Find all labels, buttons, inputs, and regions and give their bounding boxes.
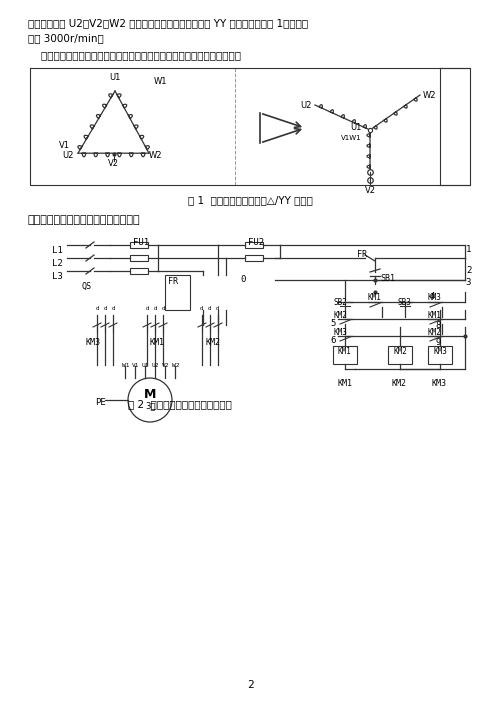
Text: d: d [161, 306, 165, 311]
Text: 5: 5 [330, 319, 336, 328]
Text: SB1: SB1 [380, 274, 395, 283]
Text: d: d [95, 306, 99, 311]
Text: 4: 4 [430, 292, 436, 301]
Text: 9: 9 [435, 338, 440, 347]
Text: KM2: KM2 [392, 379, 407, 388]
Text: V2: V2 [364, 186, 376, 195]
Text: W2: W2 [172, 363, 180, 368]
Text: KM2: KM2 [427, 328, 441, 337]
FancyBboxPatch shape [388, 346, 412, 364]
Text: KM3: KM3 [333, 328, 347, 337]
Text: 外三个出线端 U2、V2、W2 上，这时电动机定子绕组接成 YY 形，磁极对数为 1，同步转: 外三个出线端 U2、V2、W2 上，这时电动机定子绕组接成 YY 形，磁极对数为… [28, 18, 308, 28]
FancyBboxPatch shape [428, 346, 452, 364]
Text: V1W1: V1W1 [342, 135, 362, 141]
Text: SB2: SB2 [333, 298, 347, 307]
Text: 6: 6 [330, 336, 336, 345]
Text: KM1: KM1 [427, 311, 441, 320]
Text: KM2: KM2 [393, 347, 407, 356]
FancyBboxPatch shape [245, 242, 263, 248]
Text: L1: L1 [52, 246, 63, 255]
Text: PE: PE [95, 398, 106, 407]
FancyBboxPatch shape [130, 242, 148, 248]
FancyBboxPatch shape [333, 346, 357, 364]
Text: KM1: KM1 [338, 347, 352, 356]
Text: d: d [111, 306, 115, 311]
Text: 2: 2 [466, 266, 471, 275]
Text: L3: L3 [52, 272, 63, 281]
Text: V1: V1 [59, 140, 70, 150]
Text: KM1: KM1 [337, 379, 352, 388]
Text: d: d [145, 306, 149, 311]
Text: 0: 0 [240, 275, 246, 284]
Text: U1: U1 [350, 124, 362, 133]
Text: KM2: KM2 [205, 338, 220, 347]
Text: FU2: FU2 [248, 238, 264, 247]
FancyBboxPatch shape [245, 255, 263, 261]
FancyBboxPatch shape [165, 275, 190, 310]
Text: SB3: SB3 [397, 298, 411, 307]
Text: KM2: KM2 [333, 311, 347, 320]
Text: d: d [216, 306, 220, 311]
Text: d: d [208, 306, 212, 311]
Text: 3～: 3～ [145, 402, 155, 410]
Text: KM1: KM1 [150, 338, 165, 347]
Text: W1: W1 [122, 363, 130, 368]
Text: M: M [144, 388, 156, 402]
Text: QS: QS [82, 282, 92, 291]
Text: U2: U2 [300, 100, 312, 109]
Text: W2: W2 [148, 150, 162, 160]
Text: 图 1  双速电动机定子绕组△/YY 接线图: 图 1 双速电动机定子绕组△/YY 接线图 [188, 195, 312, 205]
Text: 注意：接法改变时，必须保证相序一致，以保证电动机的旋转方向不变。: 注意：接法改变时，必须保证相序一致，以保证电动机的旋转方向不变。 [28, 50, 241, 60]
Text: 二、双速异步电动机控制线路工作原理: 二、双速异步电动机控制线路工作原理 [28, 215, 140, 225]
Text: V2: V2 [162, 363, 170, 368]
Text: 3: 3 [465, 278, 470, 287]
Text: L2: L2 [52, 259, 63, 268]
Text: KM3: KM3 [432, 379, 447, 388]
Text: W2: W2 [423, 90, 436, 100]
Text: FR: FR [357, 250, 367, 259]
Text: FR: FR [168, 277, 178, 286]
Text: KM3: KM3 [85, 338, 100, 347]
Text: V1: V1 [132, 363, 140, 368]
Text: d: d [153, 306, 157, 311]
Text: U1: U1 [142, 363, 150, 368]
Text: KM3: KM3 [427, 293, 441, 302]
Text: V2: V2 [108, 159, 119, 168]
Text: KM3: KM3 [433, 347, 447, 356]
Text: d: d [200, 306, 204, 311]
FancyBboxPatch shape [130, 255, 148, 261]
Text: FU1: FU1 [133, 238, 149, 247]
Text: U1: U1 [110, 73, 120, 82]
FancyBboxPatch shape [130, 268, 148, 274]
Text: d: d [104, 306, 107, 311]
Text: 1: 1 [466, 245, 471, 254]
Text: KM1: KM1 [367, 293, 381, 302]
Text: 2: 2 [246, 680, 254, 690]
Text: U2: U2 [152, 363, 160, 368]
Text: 速为 3000r/min。: 速为 3000r/min。 [28, 33, 104, 43]
Text: U2: U2 [62, 150, 74, 160]
Text: 图 2  接触器控制双速电动机电路图: 图 2 接触器控制双速电动机电路图 [128, 399, 232, 409]
Text: 8: 8 [435, 321, 440, 330]
Text: W1: W1 [154, 76, 168, 85]
